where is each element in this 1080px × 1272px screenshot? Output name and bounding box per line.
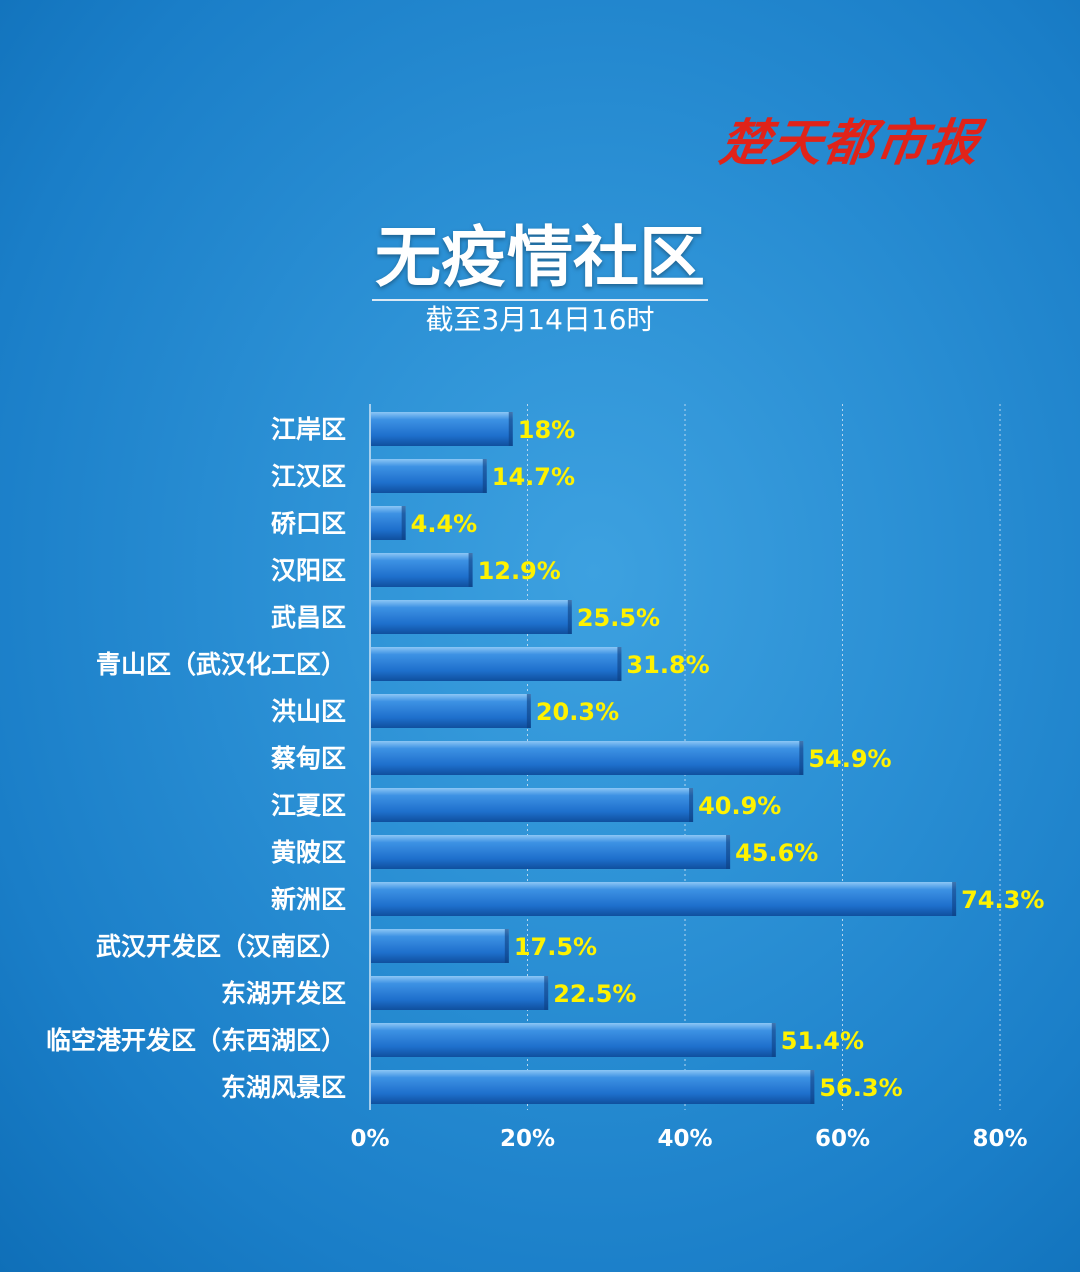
- bar-end-shade: [508, 412, 513, 446]
- category-label: 东湖开发区: [221, 979, 346, 1008]
- chart-title: 无疫情社区: [375, 219, 705, 296]
- chart-subtitle: 截至3月14日16时: [425, 303, 655, 336]
- value-label: 18%: [518, 416, 575, 444]
- category-label: 洪山区: [271, 697, 346, 726]
- value-label: 25.5%: [577, 604, 660, 632]
- value-label: 12.9%: [478, 557, 561, 585]
- bar: [371, 741, 804, 775]
- bar-end-shade: [401, 506, 406, 540]
- category-label: 硚口区: [271, 509, 346, 538]
- x-tick-label: 80%: [972, 1126, 1027, 1152]
- bar: [371, 459, 487, 493]
- bar-end-shade: [482, 459, 487, 493]
- bar: [371, 506, 406, 540]
- bar-end-shade: [952, 882, 957, 916]
- category-label: 江汉区: [271, 462, 346, 491]
- x-tick-label: 0%: [350, 1126, 389, 1152]
- bar-end-shade: [799, 741, 804, 775]
- bar: [371, 976, 549, 1010]
- bar: [371, 1023, 776, 1057]
- value-label: 20.3%: [536, 698, 619, 726]
- bar-end-shade: [689, 788, 694, 822]
- value-label: 4.4%: [411, 510, 478, 538]
- category-label: 武汉开发区（汉南区）: [96, 932, 346, 961]
- bar-end-shade: [771, 1023, 776, 1057]
- category-label: 黄陂区: [271, 838, 346, 867]
- bar-end-shade: [810, 1070, 815, 1104]
- category-label: 汉阳区: [271, 556, 346, 585]
- bar-end-shade: [567, 600, 572, 634]
- bar-end-shade: [468, 553, 473, 587]
- bar-end-shade: [617, 647, 622, 681]
- x-tick-label: 60%: [815, 1126, 870, 1152]
- bar-end-shade: [726, 835, 731, 869]
- bar: [371, 882, 957, 916]
- bar: [371, 694, 531, 728]
- bar: [371, 647, 622, 681]
- bar: [371, 553, 473, 587]
- value-label: 51.4%: [781, 1027, 864, 1055]
- x-tick-label: 20%: [500, 1126, 555, 1152]
- bar: [371, 788, 694, 822]
- category-label: 江夏区: [271, 791, 346, 820]
- category-label: 临空港开发区（东西湖区）: [46, 1026, 346, 1055]
- bar-end-shade: [544, 976, 549, 1010]
- value-label: 74.3%: [961, 886, 1044, 914]
- x-axis-ticks: 0% 20% 40% 60% 80%: [350, 1126, 1027, 1152]
- chart-bars: [371, 412, 957, 1104]
- category-label: 蔡甸区: [271, 744, 346, 773]
- category-label: 武昌区: [271, 603, 346, 632]
- value-label: 22.5%: [553, 980, 636, 1008]
- value-label: 54.9%: [808, 745, 891, 773]
- bar: [371, 835, 731, 869]
- bar: [371, 1070, 815, 1104]
- x-tick-label: 40%: [657, 1126, 712, 1152]
- chart-labels: 江岸区 18% 江汉区 14.7% 硚口区 4.4% 汉阳区 12.9% 武昌区 25.5% 青山区…: [46, 415, 1044, 1102]
- chart-gridlines: [369, 404, 1001, 1110]
- bar: [371, 600, 572, 634]
- bar: [371, 929, 509, 963]
- category-label: 新洲区: [271, 885, 346, 914]
- category-label: 江岸区: [271, 415, 346, 444]
- category-label: 青山区（武汉化工区）: [96, 650, 346, 679]
- value-label: 14.7%: [492, 463, 575, 491]
- bar: [371, 412, 513, 446]
- bar-end-shade: [504, 929, 509, 963]
- value-label: 45.6%: [735, 839, 818, 867]
- category-label: 东湖风景区: [221, 1073, 346, 1102]
- value-label: 31.8%: [626, 651, 709, 679]
- value-label: 40.9%: [698, 792, 781, 820]
- title-divider: [372, 299, 708, 301]
- value-label: 56.3%: [819, 1074, 902, 1102]
- value-label: 17.5%: [514, 933, 597, 961]
- bar-end-shade: [526, 694, 531, 728]
